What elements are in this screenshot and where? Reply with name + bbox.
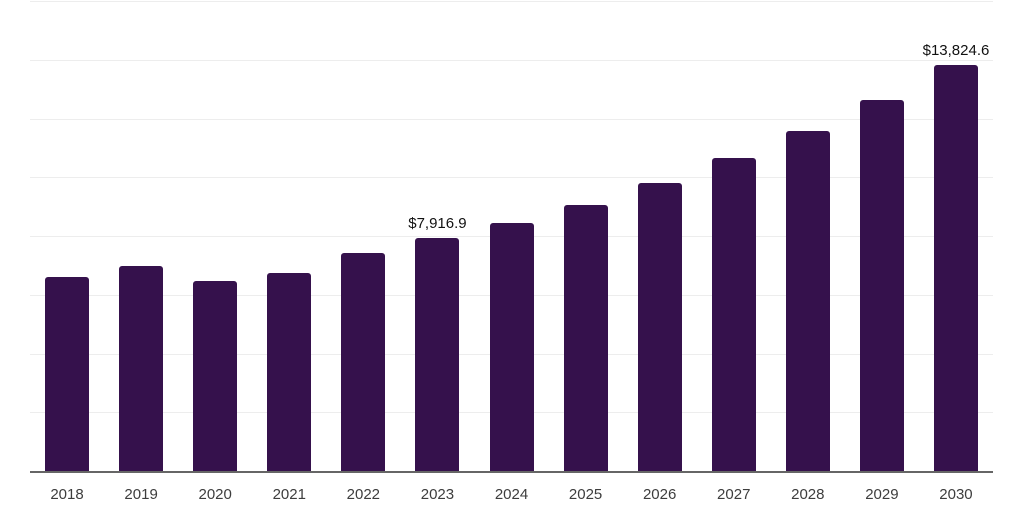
bar-2019[interactable] <box>119 265 164 471</box>
bars-container: $7,916.9 $13,824.6 <box>30 1 993 471</box>
x-axis-label-2028: 2028 <box>791 485 825 503</box>
bar-2023[interactable]: $7,916.9 <box>408 215 467 471</box>
bar-slot <box>697 1 771 471</box>
bar-2026[interactable] <box>637 183 682 471</box>
bar-2020[interactable] <box>193 280 238 471</box>
x-axis-label-2019: 2019 <box>124 485 158 503</box>
x-axis-label-2026: 2026 <box>642 485 677 503</box>
bar-2021[interactable] <box>267 273 312 471</box>
x-axis-label-2023: 2023 <box>420 485 455 503</box>
bar-2024[interactable] <box>489 223 534 471</box>
x-axis-label-2027: 2027 <box>717 485 751 503</box>
bar-slot <box>178 1 252 471</box>
bar-2030[interactable]: $13,824.6 <box>923 42 989 471</box>
bar-slot: $7,916.9 <box>400 1 474 471</box>
x-axis-label-2021: 2021 <box>272 485 306 503</box>
gridline <box>30 177 993 179</box>
bar-2028[interactable] <box>785 131 830 471</box>
bar-2025[interactable] <box>563 205 608 471</box>
gridline <box>30 59 993 61</box>
x-axis-label-2029: 2029 <box>865 485 899 503</box>
bar-slot <box>549 1 623 471</box>
bar-slot <box>30 1 104 471</box>
gridline <box>30 118 993 120</box>
bar-2027[interactable] <box>711 157 756 471</box>
x-axis-label-2018: 2018 <box>50 485 84 503</box>
bar-2018[interactable] <box>45 277 90 471</box>
bar-slot <box>623 1 697 471</box>
bar-slot <box>771 1 845 471</box>
plot-area: $7,916.9 $13,824.6 <box>30 1 993 471</box>
bar-slot <box>326 1 400 471</box>
x-axis-label-2020: 2020 <box>198 485 232 503</box>
bar-2029[interactable] <box>859 99 904 471</box>
x-axis-line <box>30 471 993 473</box>
bar-slot <box>252 1 326 471</box>
x-axis-labels: 2018 2019 2020 2021 2022 2023 2024 2025 2026 2027… <box>30 481 993 507</box>
x-axis-label-2022: 2022 <box>346 485 381 503</box>
bar-slot <box>474 1 548 471</box>
bar-slot: $13,824.6 <box>919 1 993 471</box>
bar-slot <box>845 1 919 471</box>
bar-value-label-2030: $13,824.6 <box>922 41 990 59</box>
gridline <box>30 1 993 2</box>
bar-slot <box>104 1 178 471</box>
x-axis-label-2030: 2030 <box>939 485 973 503</box>
bar-2022[interactable] <box>341 253 386 471</box>
x-axis-label-2024: 2024 <box>494 485 529 503</box>
bar-value-label-2023: $7,916.9 <box>408 215 467 233</box>
x-axis-label-2025: 2025 <box>568 485 603 503</box>
